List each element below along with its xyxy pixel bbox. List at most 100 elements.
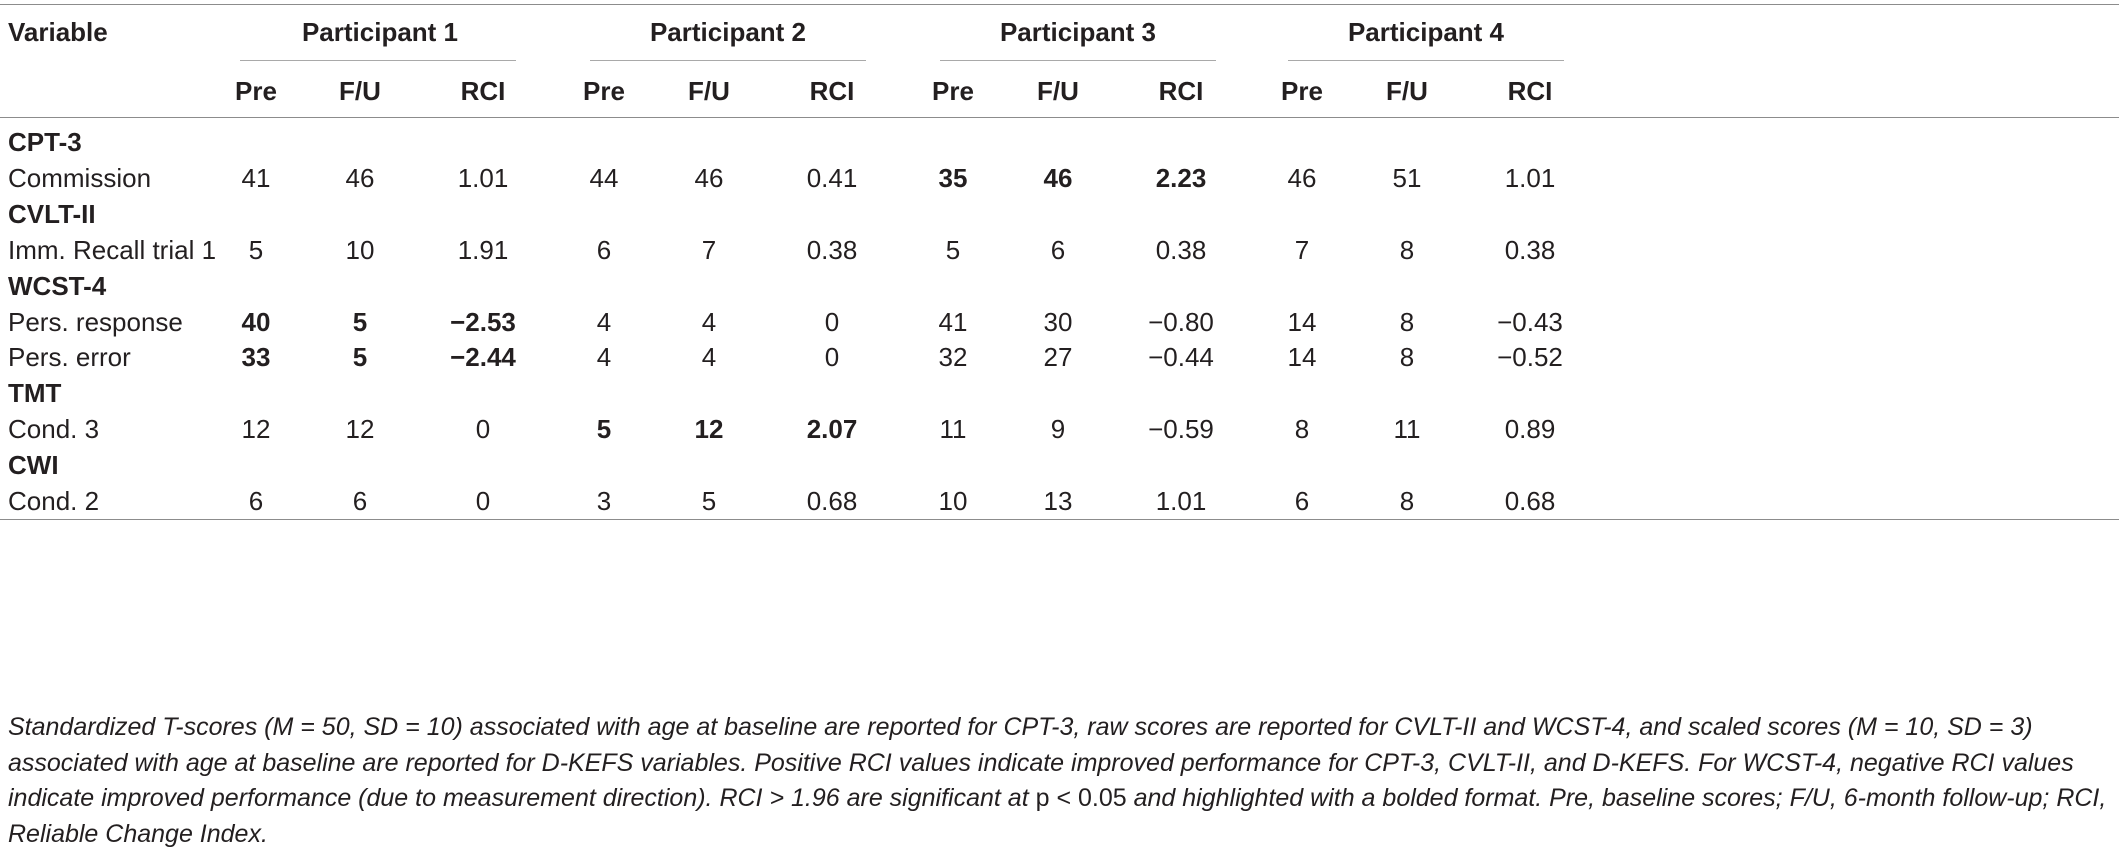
cell-p3-fu: 13 — [1043, 486, 1073, 516]
subheader-p1-rci: RCI — [460, 76, 506, 106]
cell-p2-rci: 2.07 — [806, 414, 858, 444]
cell-p1-rci: 1.91 — [457, 235, 509, 265]
header-participant-2: Participant 2 — [649, 17, 807, 47]
cell-p2-fu: 4 — [701, 342, 717, 372]
cell-p2-fu: 5 — [701, 486, 717, 516]
cell-p1-pre: 5 — [248, 235, 264, 265]
cell-p1-rci: 0 — [475, 414, 491, 444]
subheader-p2-rci: RCI — [809, 76, 855, 106]
cell-p4-fu: 8 — [1399, 235, 1415, 265]
section-label: WCST-4 — [8, 271, 107, 301]
cell-p2-rci: 0.38 — [806, 235, 858, 265]
cell-p1-rci: −2.44 — [450, 342, 516, 372]
cell-p2-fu: 7 — [701, 235, 717, 265]
cell-p3-pre: 32 — [938, 342, 968, 372]
cell-p3-rci: 2.23 — [1155, 163, 1207, 193]
table-top-rule — [0, 4, 2119, 5]
cell-p3-fu: 46 — [1043, 163, 1073, 193]
cell-p3-rci: −0.59 — [1148, 414, 1214, 444]
cell-p3-fu: 27 — [1043, 342, 1073, 372]
cell-p3-fu: 6 — [1050, 235, 1066, 265]
cell-p1-rci: 1.01 — [457, 163, 509, 193]
cell-p1-pre: 41 — [241, 163, 271, 193]
cell-p4-pre: 7 — [1294, 235, 1310, 265]
subheader-p3-fu: F/U — [1037, 76, 1079, 106]
cell-p4-rci: −0.52 — [1497, 342, 1563, 372]
cell-p1-fu: 5 — [352, 307, 368, 337]
participant-2-underline — [590, 60, 866, 61]
cell-p3-fu: 9 — [1050, 414, 1066, 444]
cell-p1-fu: 5 — [352, 342, 368, 372]
cell-p2-pre: 5 — [596, 414, 612, 444]
section-label: TMT — [8, 378, 62, 408]
footnote-text-3: and highlighted with a bolded format. Pr… — [8, 784, 2107, 848]
subheader-p2-pre: Pre — [583, 76, 625, 106]
cell-p4-pre: 6 — [1294, 486, 1310, 516]
cell-p2-rci: 0.68 — [806, 486, 858, 516]
subheader-p4-pre: Pre — [1281, 76, 1323, 106]
cell-p4-pre: 8 — [1294, 414, 1310, 444]
cell-p1-fu: 12 — [345, 414, 375, 444]
participant-1-underline — [240, 60, 516, 61]
table-footnote: Standardized T-scores (M = 50, SD = 10) … — [8, 710, 2108, 852]
participant-4-underline — [1288, 60, 1564, 61]
cell-p3-pre: 5 — [945, 235, 961, 265]
footnote-text-1: Standardized T-scores (M = 50, SD = 10) … — [8, 713, 2074, 812]
cell-p1-pre: 40 — [241, 307, 271, 337]
cell-p4-fu: 8 — [1399, 307, 1415, 337]
cell-p2-pre: 4 — [596, 307, 612, 337]
header-participant-1: Participant 1 — [301, 17, 459, 47]
cell-p1-fu: 6 — [352, 486, 368, 516]
cell-p1-rci: −2.53 — [450, 307, 516, 337]
cell-p4-pre: 46 — [1287, 163, 1317, 193]
header-participant-4: Participant 4 — [1347, 17, 1505, 47]
cell-p2-pre: 44 — [589, 163, 619, 193]
cell-p4-rci: 1.01 — [1504, 163, 1556, 193]
cell-p1-pre: 33 — [241, 342, 271, 372]
cell-p3-pre: 35 — [938, 163, 968, 193]
cell-p4-fu: 8 — [1399, 342, 1415, 372]
row-label: Pers. error — [8, 342, 131, 372]
cell-p3-rci: 1.01 — [1155, 486, 1207, 516]
subheader-p1-fu: F/U — [339, 76, 381, 106]
cell-p1-fu: 10 — [345, 235, 375, 265]
cell-p3-rci: 0.38 — [1155, 235, 1207, 265]
subheader-p4-fu: F/U — [1386, 76, 1428, 106]
section-label: CWI — [8, 450, 59, 480]
cell-p2-rci: 0 — [824, 342, 840, 372]
table-bottom-rule — [0, 519, 2119, 520]
subheader-p1-pre: Pre — [235, 76, 277, 106]
section-label: CPT-3 — [8, 127, 82, 157]
cell-p1-pre: 12 — [241, 414, 271, 444]
cell-p3-rci: −0.44 — [1148, 342, 1214, 372]
header-bottom-rule — [0, 117, 2119, 118]
cell-p3-pre: 11 — [939, 414, 967, 444]
row-label: Imm. Recall trial 1 — [8, 235, 217, 265]
cell-p2-fu: 12 — [694, 414, 724, 444]
footnote-p-label: p — [1035, 784, 1050, 812]
footnote-text-2: < — [1049, 784, 1078, 812]
cell-p1-rci: 0 — [475, 486, 491, 516]
header-variable: Variable — [8, 17, 108, 47]
row-label: Pers. response — [8, 307, 183, 337]
cell-p4-pre: 14 — [1287, 307, 1317, 337]
subheader-p2-fu: F/U — [688, 76, 730, 106]
subheader-p3-pre: Pre — [932, 76, 974, 106]
cell-p2-pre: 4 — [596, 342, 612, 372]
cell-p4-fu: 11 — [1393, 414, 1421, 444]
cell-p3-rci: −0.80 — [1148, 307, 1214, 337]
cell-p2-rci: 0.41 — [806, 163, 858, 193]
row-label: Commission — [8, 163, 152, 193]
cell-p4-pre: 14 — [1287, 342, 1317, 372]
subheader-p4-rci: RCI — [1507, 76, 1553, 106]
cell-p2-pre: 3 — [596, 486, 612, 516]
header-participant-3: Participant 3 — [999, 17, 1157, 47]
cell-p4-rci: 0.89 — [1504, 414, 1556, 444]
cell-p3-pre: 10 — [938, 486, 968, 516]
cell-p2-pre: 6 — [596, 235, 612, 265]
row-label: Cond. 2 — [8, 486, 100, 516]
section-label: CVLT-II — [8, 199, 96, 229]
footnote-p-value: 0.05 — [1078, 784, 1127, 812]
cell-p4-rci: 0.68 — [1504, 486, 1556, 516]
cell-p3-pre: 41 — [938, 307, 968, 337]
